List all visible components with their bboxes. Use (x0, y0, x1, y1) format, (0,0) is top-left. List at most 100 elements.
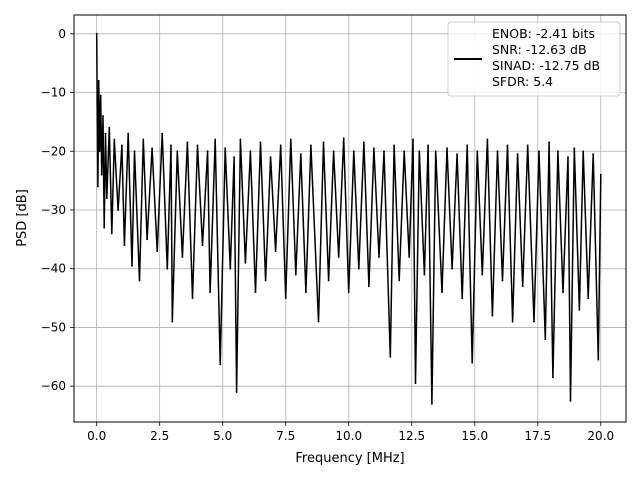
psd-data-point (98, 150, 101, 153)
psd-data-point (105, 197, 108, 200)
psd-data-point (103, 226, 106, 229)
x-tick-label: 20.0 (587, 429, 614, 443)
y-tick-label: 0 (58, 27, 66, 41)
psd-data-point (393, 144, 395, 147)
psd-data-point (239, 138, 242, 141)
psd-data-point (389, 355, 392, 358)
psd-data-point (418, 150, 421, 153)
psd-data-point (259, 141, 262, 144)
x-tick-label: 17.5 (524, 429, 551, 443)
x-tick-label: 0.0 (87, 429, 106, 443)
psd-data-point (127, 132, 130, 135)
x-axis-ticks: 0.0 2.5 5.0 7.5 10.0 12.5 15.0 17.5 20.0 (87, 422, 614, 443)
psd-data-point (548, 141, 550, 144)
psd-data-point (461, 297, 464, 299)
psd-data-point (142, 138, 145, 141)
psd-data-point (269, 156, 272, 159)
psd-data-point (97, 79, 100, 82)
psd-data-point (244, 261, 247, 264)
psd-data-point (363, 141, 365, 144)
psd-data-point (383, 150, 385, 153)
psd-data-point (131, 264, 133, 267)
psd-data-point (201, 244, 204, 247)
psd-data-point (121, 144, 123, 147)
psd-data-point (209, 291, 212, 294)
series-layer (95, 32, 602, 405)
psd-data-point (97, 185, 99, 188)
psd-data-point (573, 147, 576, 150)
psd-data-point (441, 291, 443, 294)
psd-data-point (481, 273, 484, 276)
psd-data-point (434, 150, 437, 153)
y-axis-label: PSD [dB] (15, 189, 30, 247)
psd-data-point (412, 138, 414, 141)
psd-data-point (138, 279, 141, 282)
psd-data-point (289, 138, 292, 141)
psd-data-point (156, 250, 159, 253)
psd-data-point (110, 232, 113, 235)
y-tick-label: −40 (41, 262, 66, 276)
psd-data-point (229, 267, 232, 270)
psd-data-point (521, 285, 524, 288)
psd-data-point (146, 238, 149, 241)
psd-data-point (310, 144, 312, 147)
y-axis-ticks: 0 −10 −20 −30 −40 −50 −60 (41, 27, 74, 393)
x-tick-label: 12.5 (398, 429, 425, 443)
psd-data-point (562, 291, 564, 294)
psd-data-point (486, 138, 489, 141)
psd-data-point (99, 94, 102, 97)
psd-data-point (294, 273, 297, 276)
y-tick-label: −20 (41, 144, 66, 158)
psd-data-point (368, 285, 370, 288)
psd-data-point (533, 320, 535, 323)
psd-data-point (451, 267, 453, 270)
psd-data-point (599, 173, 602, 176)
psd-data-point (166, 267, 169, 270)
psd-data-point (506, 144, 509, 147)
psd-data-point (104, 132, 107, 135)
psd-data-point (191, 297, 194, 299)
x-axis-label: Frequency [MHz] (295, 451, 404, 466)
psd-data-point (567, 156, 569, 159)
psd-data-point (569, 400, 572, 402)
psd-data-point (587, 297, 590, 299)
x-tick-label: 5.0 (213, 429, 232, 443)
psd-data-point (552, 376, 554, 379)
psd-data-point (471, 361, 474, 364)
psd-data-point (284, 297, 287, 299)
psd-data-point (466, 144, 469, 147)
psd-data-point (352, 150, 355, 153)
legend-box (447, 21, 621, 97)
x-tick-label: 2.5 (150, 429, 169, 443)
y-tick-label: −10 (41, 86, 66, 100)
psd-data-point (186, 141, 189, 144)
psd-data-point (123, 244, 126, 247)
psd-data-point (102, 115, 104, 117)
psd-data-point (254, 291, 257, 294)
psd-data-point (544, 338, 547, 341)
psd-data-point (446, 147, 448, 150)
psd-data-point (378, 256, 380, 258)
psd-data-point (100, 173, 103, 176)
psd-data-point (538, 150, 540, 153)
legend-text-line: SNR: -12.63 dB (492, 42, 587, 57)
psd-data-point (582, 150, 585, 153)
psd-data-point (151, 147, 154, 150)
psd-data-point (501, 279, 504, 282)
psd-data-point (414, 382, 417, 385)
psd-data-point (235, 391, 238, 393)
psd-data-point (133, 150, 136, 153)
y-tick-label: −50 (41, 320, 66, 334)
psd-data-point (592, 153, 595, 156)
psd-data-point (264, 279, 267, 282)
psd-data-point (299, 153, 302, 156)
psd-data-point (171, 320, 174, 323)
psd-data-point (117, 209, 119, 211)
axes-frame (73, 14, 627, 423)
psd-data-point (274, 250, 277, 253)
psd-data-point (342, 137, 345, 140)
psd-data-point (317, 320, 320, 323)
